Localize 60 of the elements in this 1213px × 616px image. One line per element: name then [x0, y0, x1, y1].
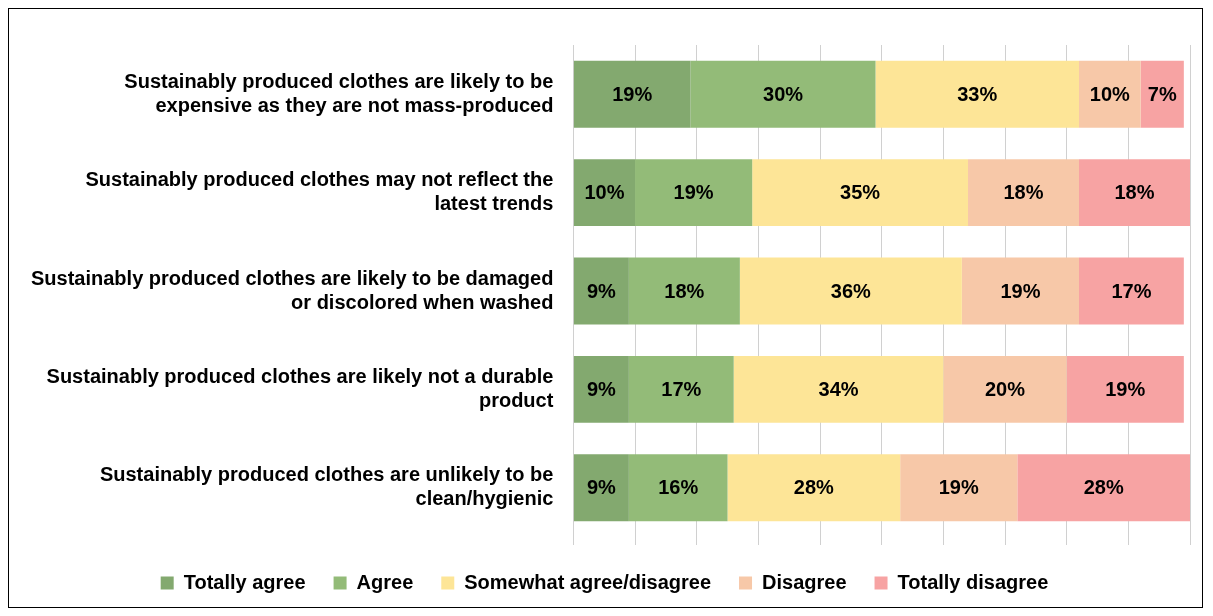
bar: [1017, 454, 1190, 522]
bar: [628, 355, 734, 423]
y-tick-label: Sustainably produced clothes are likely to be expensive as they are not mass-produced: [124, 69, 554, 116]
data-label: 19%: [1105, 377, 1146, 400]
bar: [573, 454, 629, 522]
data-label: 19%: [938, 476, 979, 499]
bar: [635, 159, 753, 227]
bar: [875, 60, 1080, 128]
bar: [943, 355, 1067, 423]
data-label: 18%: [1114, 181, 1155, 204]
data-label: 16%: [658, 476, 699, 499]
bar: [573, 60, 691, 128]
data-label: 19%: [612, 82, 653, 105]
bar: [573, 257, 629, 325]
legend-label: Agree: [356, 570, 414, 593]
data-label: 28%: [793, 476, 835, 499]
bar: [733, 355, 944, 423]
data-label: 33%: [957, 82, 998, 105]
bar: [1140, 60, 1184, 128]
bar: [628, 257, 740, 325]
data-label: 28%: [1083, 476, 1124, 499]
bar: [968, 159, 1080, 227]
data-label: 9%: [586, 279, 617, 302]
data-label: 10%: [584, 181, 625, 204]
y-tick-label: Sustainably produced clothes are likely to be damaged or discolored when washed: [31, 266, 554, 313]
legend-label: Totally agree: [183, 570, 306, 593]
bar: [1066, 355, 1184, 423]
bar: [690, 60, 876, 128]
data-label: 10%: [1089, 82, 1131, 105]
bar: [961, 257, 1080, 325]
data-label: 9%: [586, 476, 617, 499]
y-tick-label: Sustainably produced clothes are likely not a durable product: [46, 364, 554, 411]
data-label: 17%: [661, 377, 702, 400]
bar: [900, 454, 1018, 522]
data-label: 35%: [840, 181, 881, 204]
data-label: 18%: [1003, 181, 1044, 204]
bar: [1079, 60, 1141, 128]
y-tick-label: Sustainably produced clothes are unlikely to be clean/hygienic: [99, 463, 554, 510]
data-label: 19%: [673, 181, 714, 204]
data-label: 17%: [1111, 279, 1152, 302]
data-label: 36%: [830, 279, 872, 302]
bar: [573, 159, 636, 227]
legend-label: Totally disagree: [897, 570, 1049, 593]
legend-label: Somewhat agree/disagree: [464, 570, 712, 593]
bar: [727, 454, 901, 522]
data-label: 18%: [664, 279, 705, 302]
bar: [1079, 257, 1184, 325]
data-label: 7%: [1147, 82, 1177, 105]
data-label: 34%: [818, 377, 859, 400]
bar: [752, 159, 969, 227]
bar: [628, 454, 728, 522]
data-label: 30%: [763, 82, 804, 105]
y-tick-label: Sustainably produced clothes may not reflect the latest trends: [85, 168, 554, 215]
bar: [573, 355, 629, 423]
legend-label: Disagree: [762, 570, 847, 593]
bar: [1079, 159, 1190, 227]
bar: [739, 257, 962, 325]
data-label: 20%: [985, 377, 1026, 400]
data-label: 9%: [586, 377, 617, 400]
data-label: 19%: [1000, 279, 1041, 302]
